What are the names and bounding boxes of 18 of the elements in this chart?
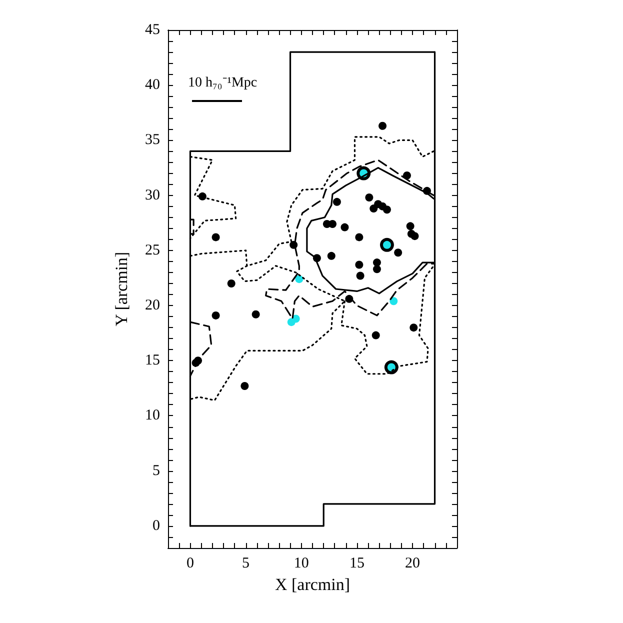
x-axis-title: X [arcmin] [274, 575, 350, 594]
y-tick-label: 35 [145, 132, 160, 148]
annotation: 10 h₇₀⁻¹Mpc [188, 76, 258, 90]
x-tick-label: 10 [294, 556, 309, 572]
y-tick-label: 15 [145, 352, 160, 369]
y-tick-label: 45 [145, 22, 160, 38]
y-tick-label: 5 [152, 462, 160, 479]
y-tick-label: 0 [152, 518, 160, 534]
y-tick-label: 30 [145, 187, 160, 204]
y-tick-label: 20 [145, 298, 160, 314]
x-tick-label: 20 [405, 556, 420, 572]
x-tick-label: 5 [242, 556, 250, 572]
y-tick-label: 40 [145, 77, 160, 94]
x-tick-label: 15 [349, 556, 364, 572]
y-tick-label: 25 [145, 242, 160, 258]
x-tick-label: 0 [186, 556, 194, 572]
y-axis-title: Y [arcmin] [112, 252, 131, 326]
y-tick-label: 10 [145, 408, 160, 424]
